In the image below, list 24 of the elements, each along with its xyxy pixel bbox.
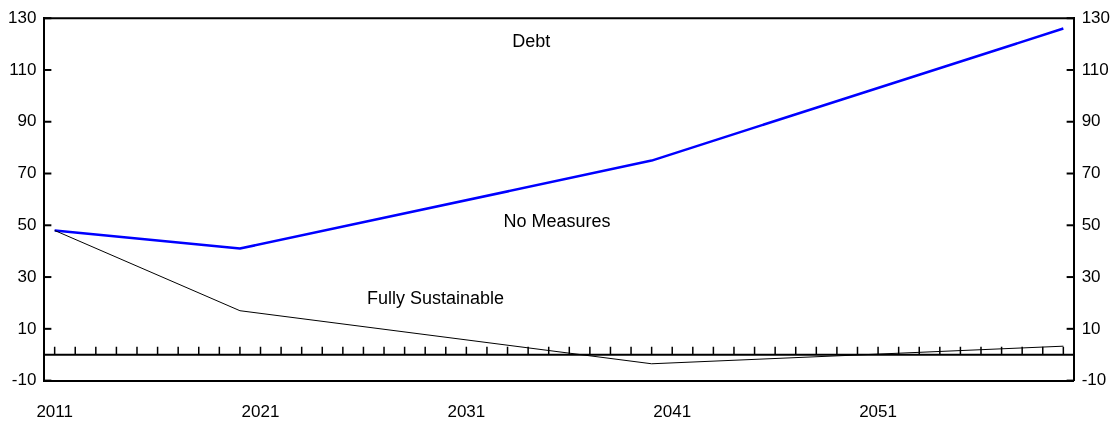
y2-tick-label: -10 — [1081, 370, 1107, 390]
x-tick-label: 2011 — [36, 402, 73, 422]
y-tick-label: 90 — [17, 111, 37, 131]
y2-tick-label: 110 — [1081, 59, 1109, 79]
x-tick-label: 2051 — [859, 402, 897, 422]
y2-tick-label: 70 — [1081, 163, 1101, 183]
y2-tick-label: 50 — [1081, 214, 1101, 234]
series-label: No Measures — [503, 211, 611, 232]
y-tick-label: 10 — [17, 318, 37, 338]
y2-tick-label: 130 — [1081, 7, 1111, 27]
text: Debt — [512, 31, 551, 52]
y2-tick-label: 90 — [1081, 111, 1101, 131]
y2-tick-label: 30 — [1081, 266, 1101, 286]
x-tick-label: 2041 — [653, 402, 692, 422]
y2-tick-label: 10 — [1081, 318, 1101, 338]
y-tick-label: 70 — [17, 163, 37, 183]
y-tick-label: 130 — [7, 7, 37, 27]
x-tick-label: 2031 — [447, 402, 486, 422]
series-label: Fully Sustainable — [366, 288, 505, 309]
y-tick-label: 30 — [17, 266, 37, 286]
y-tick-label: -10 — [11, 370, 37, 390]
y-tick-label: 50 — [17, 214, 37, 234]
x-tick-label: 2021 — [241, 402, 280, 422]
y-tick-label: 110 — [9, 59, 37, 79]
